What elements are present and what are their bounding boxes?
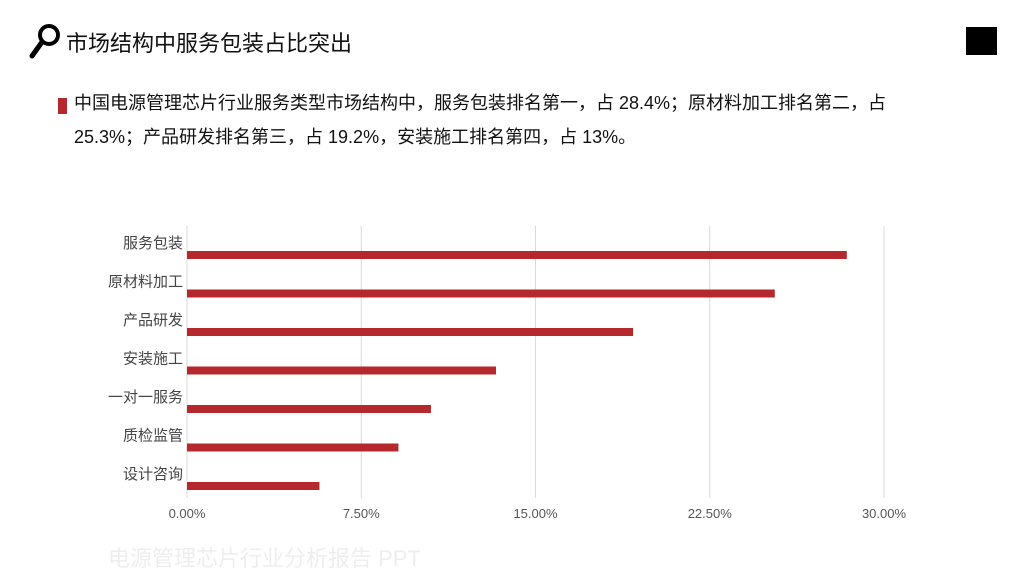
x-tick-label: 7.50% [343, 506, 380, 521]
bar [187, 443, 399, 452]
summary-text: 中国电源管理芯片行业服务类型市场结构中，服务包装排名第一，占 28.4%；原材料… [74, 93, 887, 147]
category-label: 质检监管 [123, 428, 183, 445]
corner-block [966, 27, 997, 55]
summary-marker [58, 98, 67, 114]
x-tick-label: 30.00% [862, 506, 907, 521]
category-label: 服务包装 [123, 235, 183, 252]
bar [187, 289, 775, 298]
page-title: 市场结构中服务包装占比突出 [66, 31, 353, 56]
x-tick-label: 15.00% [513, 506, 558, 521]
category-label: 一对一服务 [108, 389, 183, 406]
bar [187, 328, 634, 336]
bar [187, 251, 847, 259]
footer-watermark: 电源管理芯片行业分析报告 PPT [108, 546, 421, 571]
bar [187, 482, 320, 490]
bar [187, 366, 497, 375]
category-label: 安装施工 [123, 351, 183, 368]
category-label: 设计咨询 [123, 466, 183, 483]
x-tick-label: 22.50% [688, 506, 733, 521]
category-label: 原材料加工 [108, 274, 183, 291]
bar [187, 405, 431, 413]
x-tick-label: 0.00% [169, 506, 206, 521]
magnifier-icon [29, 24, 60, 59]
title-bar: 市场结构中服务包装占比突出 [28, 22, 352, 62]
category-label: 产品研发 [123, 312, 183, 329]
